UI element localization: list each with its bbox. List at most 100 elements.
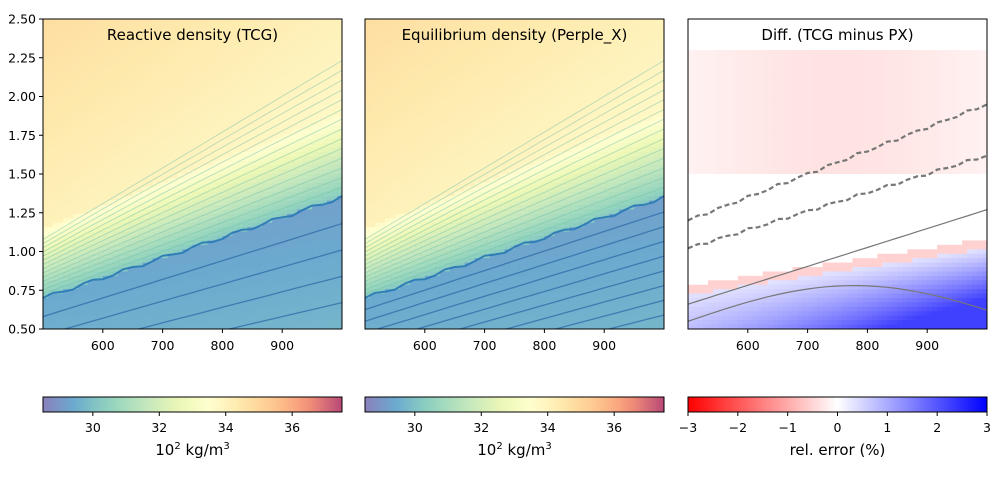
heat-cell bbox=[222, 293, 228, 299]
heat-cell bbox=[127, 262, 134, 268]
heat-cell bbox=[187, 72, 194, 78]
heat-cell bbox=[409, 174, 416, 180]
heat-cell bbox=[282, 174, 288, 180]
heat-cell bbox=[317, 165, 323, 171]
heat-cell bbox=[162, 112, 169, 118]
heat-cell bbox=[337, 160, 342, 166]
heat-cell bbox=[369, 289, 376, 295]
heat-cell bbox=[172, 218, 179, 224]
heat-cell bbox=[182, 205, 189, 211]
heat-cell bbox=[257, 209, 263, 215]
heat-cell bbox=[282, 275, 288, 281]
heat-cell bbox=[302, 213, 308, 219]
heat-cell bbox=[147, 191, 154, 197]
heat-cell bbox=[394, 236, 401, 242]
heat-cell bbox=[365, 213, 371, 219]
heat-cell bbox=[72, 298, 79, 304]
heat-cell bbox=[365, 240, 371, 246]
heat-cell bbox=[102, 41, 109, 47]
heat-cell bbox=[97, 160, 104, 166]
heat-cell bbox=[77, 67, 84, 73]
heat-cell bbox=[72, 209, 79, 215]
heat-cell bbox=[107, 205, 114, 211]
heat-cell bbox=[207, 27, 214, 33]
heat-cell bbox=[242, 67, 248, 73]
heat-cell bbox=[227, 134, 233, 140]
heat-cell bbox=[272, 280, 278, 286]
heat-cell bbox=[227, 41, 233, 47]
heat-cell bbox=[322, 284, 328, 290]
heat-cell bbox=[302, 94, 308, 100]
heat-cell bbox=[167, 50, 174, 56]
heat-cell bbox=[302, 289, 308, 295]
heat-cell bbox=[277, 222, 283, 228]
heat-cell bbox=[222, 306, 228, 312]
heat-cell bbox=[232, 222, 238, 228]
heat-cell bbox=[122, 160, 129, 166]
heat-cell bbox=[332, 23, 338, 29]
heat-cell bbox=[399, 302, 406, 308]
heat-cell bbox=[77, 147, 84, 153]
heat-cell bbox=[222, 50, 228, 56]
contour-line bbox=[43, 187, 342, 295]
heat-cell bbox=[132, 27, 139, 33]
heat-cell bbox=[57, 32, 64, 38]
heat-cell bbox=[152, 169, 159, 175]
heat-cell bbox=[47, 63, 54, 69]
x-tick-label: 700 bbox=[151, 338, 175, 353]
heat-cell bbox=[369, 147, 376, 153]
heat-cell bbox=[117, 125, 124, 131]
heat-cell bbox=[307, 89, 313, 95]
heat-cell bbox=[327, 129, 333, 135]
heat-cell bbox=[182, 258, 189, 264]
heat-cell bbox=[197, 258, 204, 264]
heat-cell bbox=[137, 138, 144, 144]
heat-cell bbox=[247, 200, 253, 206]
panel-2: Equilibrium density (Perple_X)600 700 800 9… bbox=[364, 18, 665, 459]
heat-cell bbox=[177, 116, 184, 122]
heat-cell bbox=[127, 222, 134, 228]
heat-cell bbox=[177, 298, 184, 304]
heat-cell bbox=[282, 240, 288, 246]
heat-cell bbox=[112, 147, 119, 153]
heat-cell bbox=[72, 240, 79, 246]
heat-cell bbox=[242, 302, 248, 308]
heat-cell bbox=[142, 58, 149, 64]
heat-cell bbox=[162, 249, 169, 255]
heat-cell bbox=[379, 200, 386, 206]
heat-cell bbox=[217, 324, 223, 329]
heat-cell bbox=[77, 174, 84, 180]
heat-cell bbox=[302, 89, 308, 95]
heat-cell bbox=[374, 227, 381, 233]
heat-cell bbox=[202, 160, 209, 166]
heat-cell bbox=[197, 58, 204, 64]
heat-cell bbox=[409, 63, 416, 69]
heat-cell bbox=[157, 45, 164, 51]
heat-cell bbox=[222, 240, 228, 246]
heat-cell bbox=[47, 320, 54, 326]
heat-cell bbox=[172, 262, 179, 268]
heat-cell bbox=[272, 125, 278, 131]
heat-cell bbox=[147, 320, 154, 326]
heat-cell bbox=[162, 174, 169, 180]
heat-cell bbox=[222, 23, 228, 29]
heat-cell bbox=[177, 205, 184, 211]
heat-cell bbox=[107, 280, 114, 286]
heat-cell bbox=[317, 98, 323, 104]
heat-cell bbox=[137, 85, 144, 91]
heat-cell bbox=[77, 311, 84, 317]
heat-cell bbox=[337, 231, 342, 237]
heat-cell bbox=[399, 178, 406, 184]
heat-cell bbox=[182, 231, 189, 237]
heat-cell bbox=[399, 182, 406, 188]
heat-cell bbox=[369, 45, 376, 51]
heat-cell bbox=[217, 222, 223, 228]
heat-cell bbox=[365, 196, 371, 202]
heat-cell bbox=[112, 187, 119, 193]
heat-cell bbox=[222, 244, 228, 250]
heat-cell bbox=[122, 165, 129, 171]
heat-cell bbox=[237, 36, 243, 42]
heat-cell bbox=[232, 284, 238, 290]
heat-cell bbox=[147, 169, 154, 175]
heat-cell bbox=[97, 32, 104, 38]
